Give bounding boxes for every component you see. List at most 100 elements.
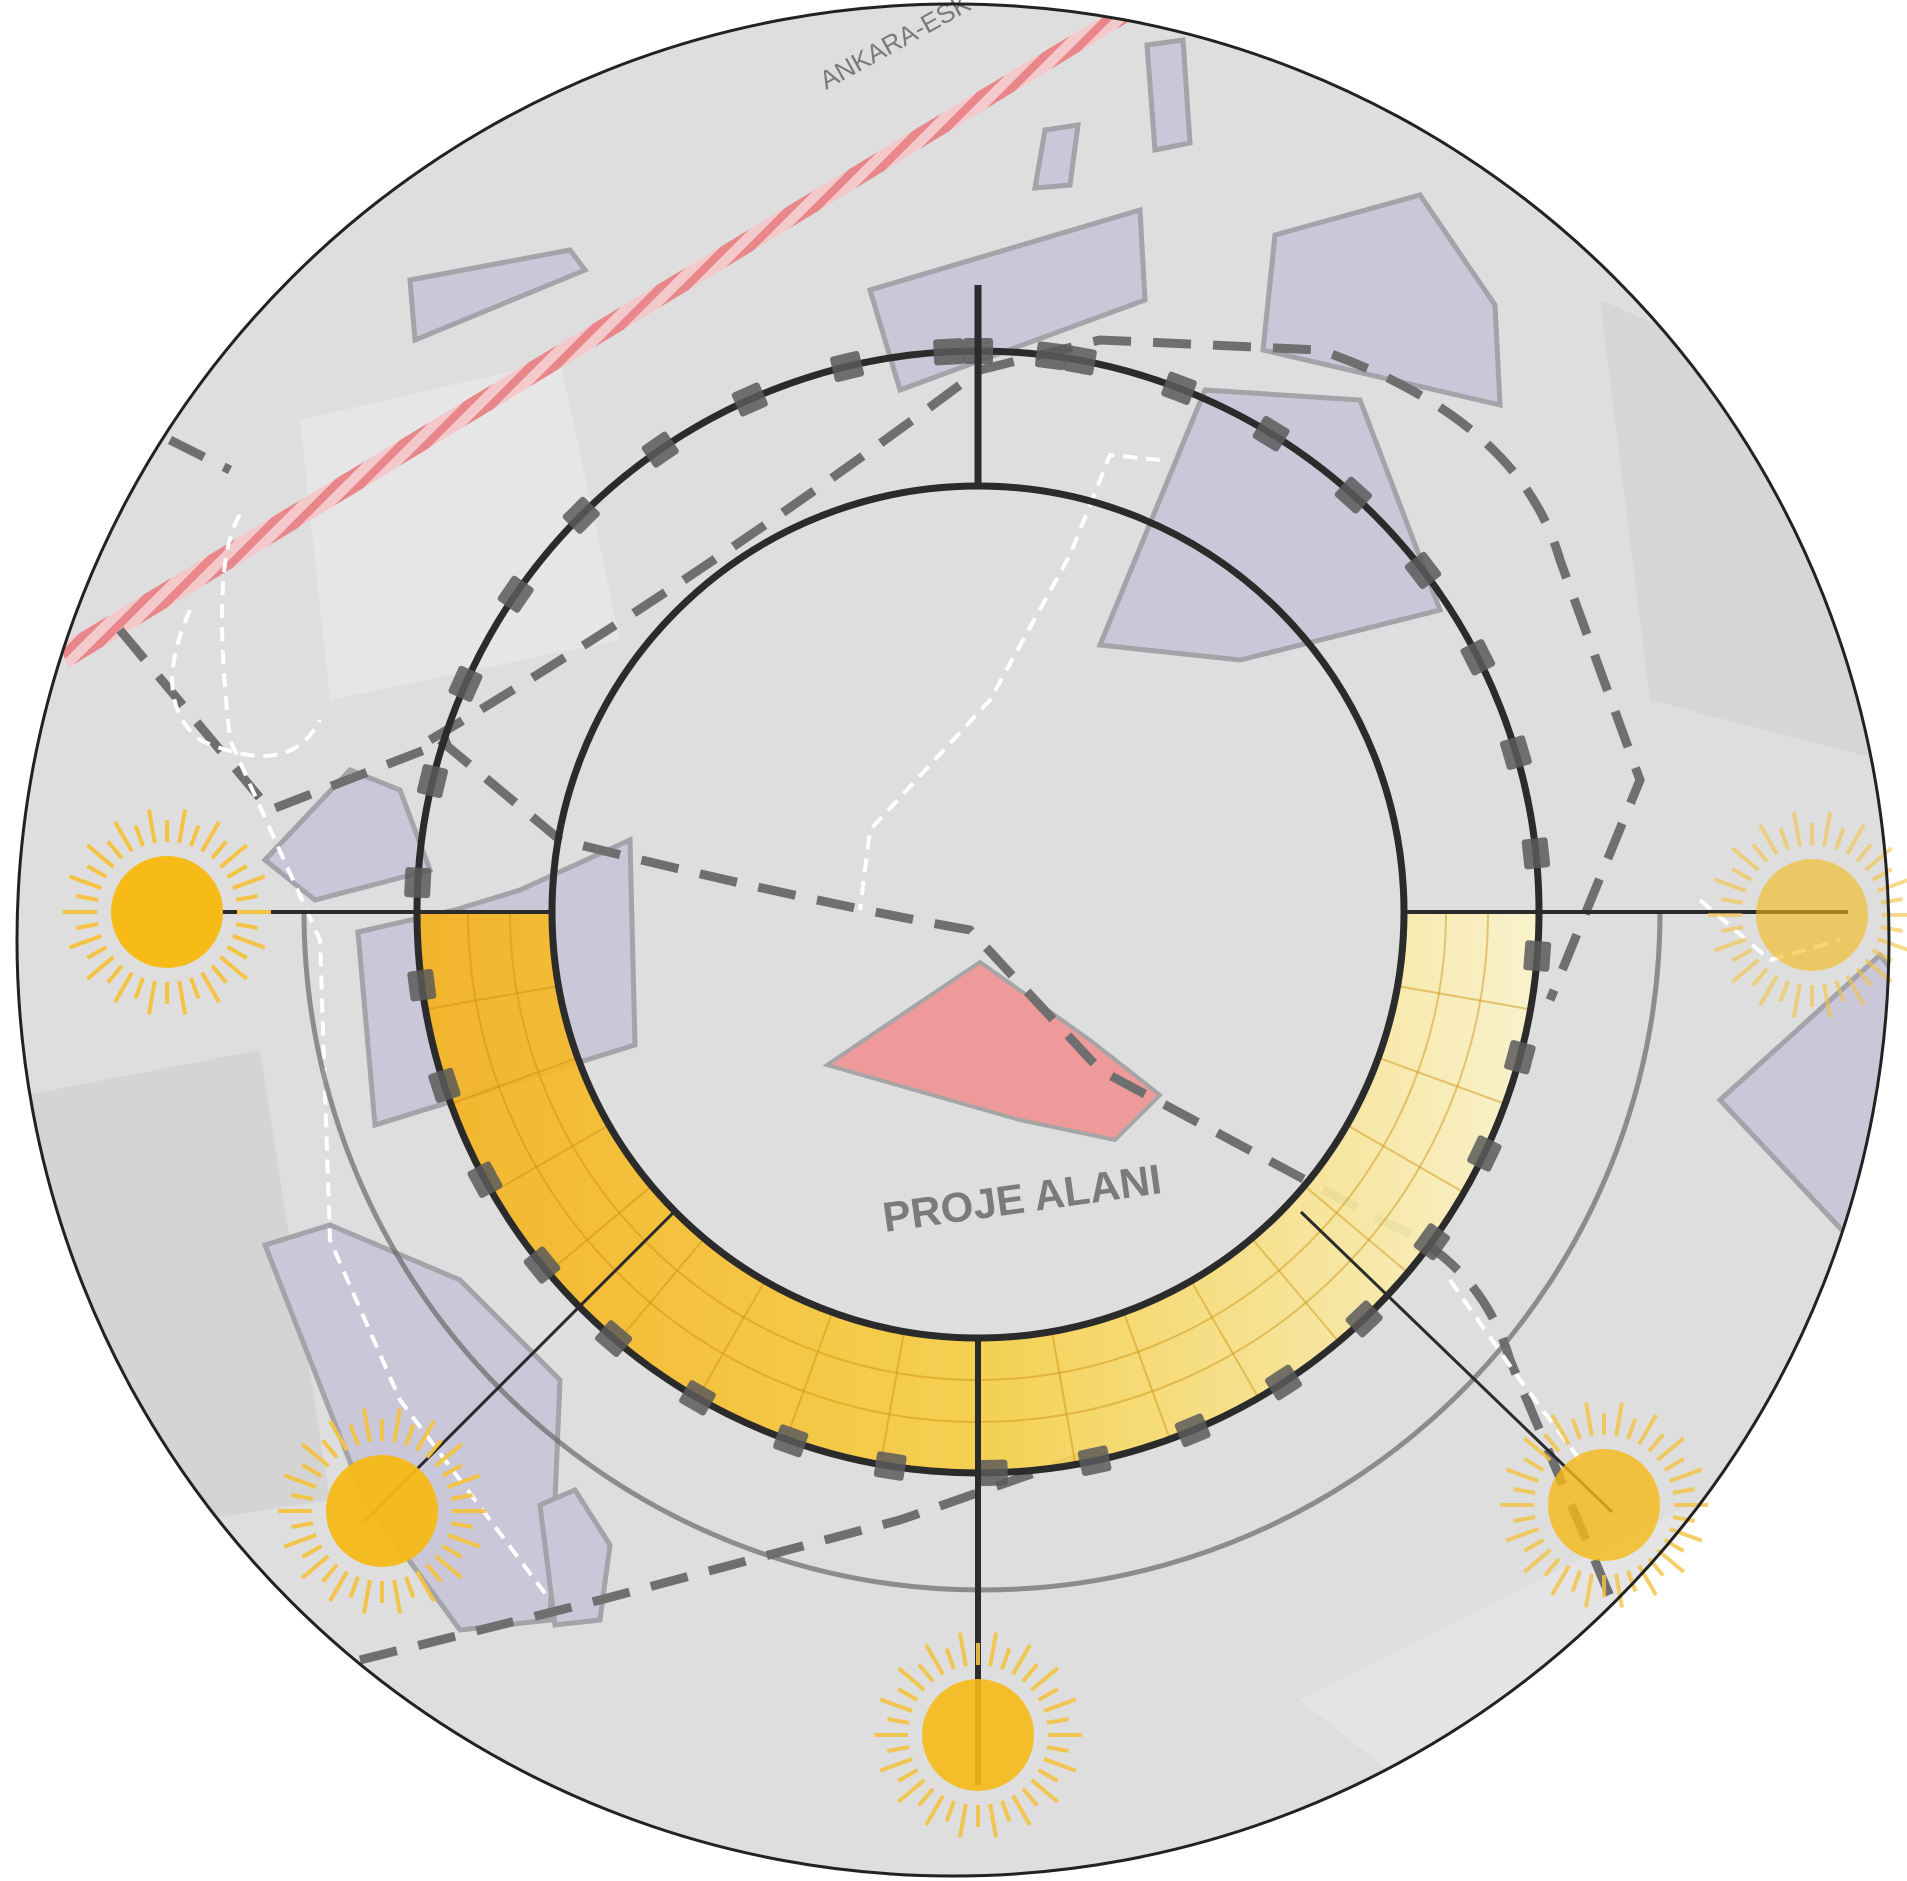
sun-ray [450, 1521, 473, 1529]
sun-ray [1543, 1433, 1561, 1453]
sun-ray [1880, 925, 1903, 933]
sun-ray [434, 1442, 463, 1468]
square-marker [497, 575, 534, 613]
sun-ray [1834, 827, 1846, 850]
sun-ray [1834, 980, 1846, 1003]
sun-ray [1550, 1413, 1571, 1446]
sun-ray [447, 1473, 481, 1489]
sun-ray [1637, 1413, 1658, 1446]
band-grid-line [785, 1311, 834, 1440]
square-marker [1265, 1364, 1303, 1401]
sun-ray [434, 1554, 463, 1580]
square-marker [1077, 1445, 1112, 1477]
sun-ray [328, 1570, 349, 1603]
sun-ray [1672, 1515, 1695, 1523]
sun-disc [326, 1455, 438, 1567]
sun-ray [1011, 1794, 1032, 1827]
sun-ray [1663, 1538, 1685, 1553]
sun-ray [146, 809, 157, 844]
square-marker [1521, 837, 1551, 870]
sun-ray [897, 1768, 919, 1783]
square-marker [1404, 551, 1442, 590]
sun-ray [1505, 1467, 1539, 1483]
sun-ray [1731, 948, 1753, 963]
band-grid-line [425, 984, 559, 1011]
band-grid-line [450, 1056, 579, 1105]
sun-disc [1548, 1449, 1660, 1561]
sun-icon [874, 1632, 1082, 1838]
sun-ray [447, 1533, 481, 1549]
sun-ray [1871, 867, 1893, 882]
sun-ray [944, 1647, 956, 1670]
sun-ray [133, 824, 145, 847]
sun-ray [1713, 937, 1747, 953]
sun-ray [1855, 967, 1873, 987]
sun-ray [86, 843, 115, 869]
sun-icon [278, 1408, 486, 1614]
sun-ray [106, 840, 124, 860]
sun-ray [232, 934, 266, 950]
sun-ray [348, 1576, 360, 1599]
band-grid-line [879, 1331, 906, 1465]
sun-ray [441, 1463, 463, 1478]
sun-ray [1758, 974, 1779, 1007]
ring-markers [404, 338, 1552, 1487]
sun-ray [392, 1408, 403, 1443]
sun-ray [1864, 846, 1893, 872]
sun-ray [1543, 1557, 1561, 1577]
sun-ray [1570, 1570, 1582, 1593]
sun-ray [917, 1663, 935, 1683]
sun-ray [404, 1576, 416, 1599]
square-marker [1523, 940, 1552, 972]
footpaths [170, 452, 1841, 1602]
square-marker [731, 382, 768, 417]
sun-ray [177, 809, 188, 844]
sun-ray [1021, 1663, 1039, 1683]
band-grid-line [1251, 1237, 1340, 1343]
band-grid-line [547, 1185, 653, 1274]
sun-ray [1626, 1570, 1638, 1593]
sun-ray [321, 1439, 339, 1459]
sun-ray [1011, 1643, 1032, 1676]
suns [63, 809, 1907, 1838]
sun-ray [1037, 1687, 1059, 1702]
sun-ray [1731, 846, 1760, 872]
square-marker [523, 1246, 561, 1284]
sun-ray [361, 1408, 372, 1443]
sun-icon [63, 809, 271, 1015]
sun-ray [1713, 877, 1747, 893]
square-marker [1252, 415, 1290, 452]
square-marker [416, 764, 449, 799]
sun-ray [348, 1423, 360, 1446]
sun-ray [425, 1439, 443, 1459]
sun-ray [1647, 1433, 1665, 1453]
sun-ray [86, 945, 108, 960]
sun-ray [1583, 1402, 1594, 1437]
sun-ray [1523, 1548, 1552, 1574]
sun-icon [1708, 812, 1907, 1018]
square-marker [1413, 1223, 1451, 1261]
square-marker [977, 1459, 1008, 1487]
frame-circle [15, 2, 1891, 1878]
square-marker [428, 1067, 461, 1103]
square-marker [1460, 639, 1496, 676]
sun-ray [1845, 974, 1866, 1007]
square-marker [404, 867, 432, 899]
sun-ray [944, 1800, 956, 1823]
sun-ray [415, 1419, 436, 1452]
sun-ray [361, 1579, 372, 1614]
sun-ray [1877, 878, 1907, 893]
square-marker [933, 338, 965, 366]
sun-ray [113, 971, 134, 1004]
sun-ray [219, 955, 248, 981]
sun-ray [235, 922, 258, 930]
sun-ray [1000, 1800, 1012, 1823]
sun-ray [392, 1579, 403, 1614]
sun-disc [922, 1679, 1034, 1791]
sun-ray [1046, 1745, 1069, 1753]
sun-ray [301, 1554, 330, 1580]
square-marker [773, 1424, 809, 1458]
sun-ray [76, 922, 99, 930]
sun-ray [897, 1778, 926, 1804]
